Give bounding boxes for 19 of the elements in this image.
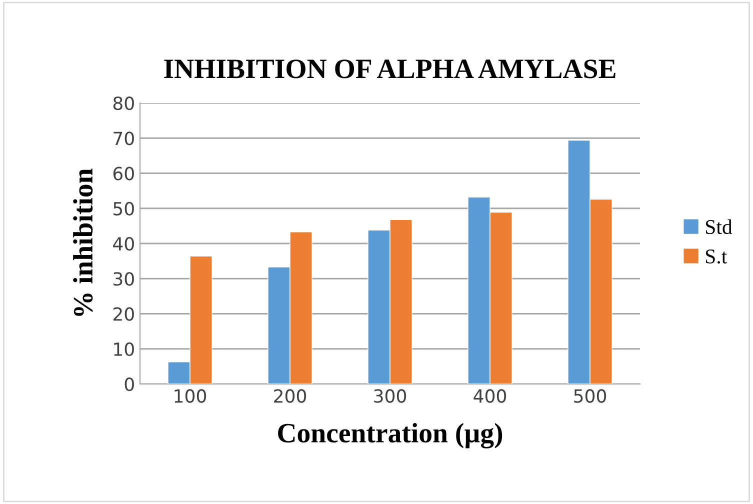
x-tick-label: 400 — [474, 389, 506, 403]
y-tick-label: 20 — [113, 307, 134, 321]
y-tick-label: 80 — [113, 96, 134, 110]
y-tick-label: 10 — [114, 342, 134, 356]
y-tick-label: 0 — [124, 377, 134, 392]
y-tick-label: 50 — [114, 202, 134, 216]
y-axis-title: % inhibition — [73, 168, 93, 316]
x-tick-label: 100 — [174, 389, 206, 403]
x-tick-label: 300 — [374, 389, 406, 403]
x-tick-label: 500 — [574, 389, 606, 403]
legend-label: Std — [706, 219, 732, 234]
legend-label: S.t — [706, 249, 728, 264]
y-tick-label: 60 — [113, 166, 134, 180]
y-tick-label: 40 — [113, 236, 134, 251]
y-tick-label: 70 — [114, 132, 134, 146]
chart-title: INHIBITION OF ALPHA AMYLASE — [164, 60, 616, 78]
y-tick-label: 30 — [114, 272, 134, 286]
x-tick-label: 200 — [274, 389, 306, 403]
x-axis-title: Concentration (µg) — [278, 423, 502, 448]
